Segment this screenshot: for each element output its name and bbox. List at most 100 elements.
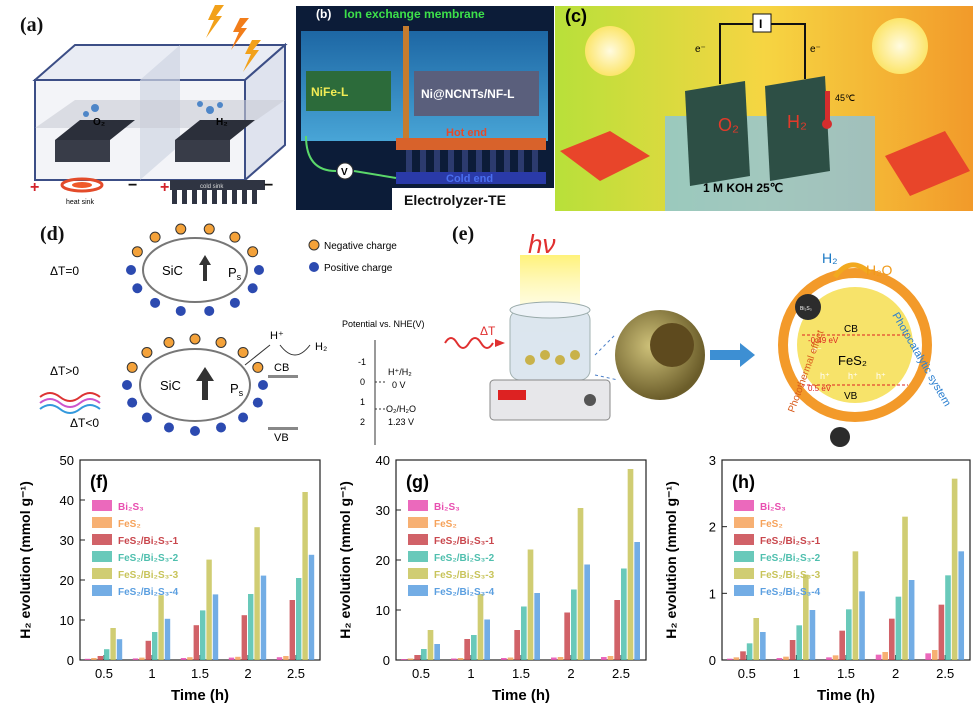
y-tick-label: 0	[383, 653, 390, 668]
y-tick-label: 0	[67, 653, 74, 668]
bar	[302, 492, 308, 660]
pyroelectric-diagram: ΔT=0 SiC Ps Negative charge Positive cha…	[39, 223, 425, 445]
lightning-icon	[206, 5, 261, 72]
bar	[180, 658, 187, 660]
bar	[464, 639, 470, 660]
bar	[783, 656, 789, 660]
delta-t-arrow-label: ΔT	[480, 324, 496, 338]
legend-swatch	[408, 534, 428, 545]
positive-charge	[254, 265, 264, 275]
hole-e: h⁺	[820, 371, 830, 381]
bar	[760, 632, 766, 660]
bar	[875, 654, 882, 660]
voltmeter-label: V	[341, 167, 348, 178]
cold-end-label: Cold end	[446, 173, 493, 185]
bar	[945, 575, 951, 660]
bar	[584, 564, 590, 660]
x-tick-label: 2	[892, 666, 899, 681]
y-axis-label: H₂ evolution (mmol g⁻¹)	[663, 481, 679, 639]
positive-charge-legend: Positive charge	[324, 263, 393, 274]
y-tick-label: 30	[376, 503, 390, 518]
bar	[289, 600, 295, 660]
bar	[521, 606, 527, 660]
bar	[951, 478, 958, 660]
h2-evolution-chart-g: 0 10 20 30 40 0.5 1 1.5 2 2.5 Time (h) H₂ evolution…	[337, 453, 647, 704]
panel-label-d: (d)	[40, 223, 65, 245]
bar	[931, 650, 938, 660]
plus-sign-2: +	[160, 179, 169, 196]
bar	[634, 542, 640, 660]
x-axis-label: Time (h)	[171, 687, 229, 704]
positive-charge	[238, 412, 249, 423]
electron-label: e⁻	[695, 44, 706, 55]
y-tick-label: 2	[709, 520, 716, 535]
bar	[139, 657, 145, 660]
sic-label-2: SiC	[160, 378, 181, 393]
bar	[859, 591, 865, 660]
positive-charge	[126, 265, 136, 275]
electrolyzer-illustration: V (b) Ion exchange membrane NiFe-L Ni@NC…	[296, 6, 554, 210]
electron-e: e⁻	[812, 345, 822, 355]
x-tick-label: 0.5	[95, 666, 113, 681]
negative-charge	[126, 361, 138, 373]
legend-swatch	[734, 500, 754, 511]
panel-d: (d) ΔT=0 SiC Ps Negative charge Positive…	[0, 215, 440, 450]
legend-swatch	[92, 568, 112, 579]
legend-swatch	[734, 551, 754, 562]
legend-swatch	[734, 534, 754, 545]
bar	[789, 640, 796, 660]
y-tick-label: 10	[376, 603, 390, 618]
bar	[248, 594, 254, 660]
bar	[104, 649, 110, 660]
y-tick-label: 50	[60, 453, 74, 468]
negative-charge	[237, 346, 249, 358]
bar	[97, 656, 103, 660]
x-tick-label: 1	[793, 666, 800, 681]
bar	[902, 516, 908, 660]
chart-f: 0 10 20 30 40 50 0.5 1 1.5 2 2.5 Time (h) H₂ evoluti…	[0, 450, 330, 707]
thermal-cell-illustration: O₂ H₂ heat sink cold sink + − + −	[30, 5, 288, 206]
panel-label-e: (e)	[452, 223, 475, 245]
legend-label: FeS₂/Bi₂S₃-4	[118, 587, 179, 598]
ni-ncnt-label: Ni@NCNTs/NF-L	[421, 87, 514, 101]
membrane-label: Ion exchange membrane	[344, 7, 485, 21]
legend-label: FeS₂/Bi₂S₃-3	[760, 570, 821, 581]
y-tick-label: 3	[709, 453, 716, 468]
bar	[846, 609, 852, 660]
panel-label-b: (b)	[316, 7, 331, 21]
bar	[564, 612, 570, 660]
negative-charge	[163, 337, 175, 349]
legend-label: FeS₂/Bi₂S₃-4	[760, 587, 821, 598]
legend-label: FeS₂/Bi₂S₃-2	[118, 553, 179, 564]
bar	[753, 618, 760, 660]
hole-e-2: h⁺	[848, 371, 858, 381]
bar	[254, 527, 260, 660]
legend-label: FeS₂/Bi₂S₃-1	[118, 536, 179, 547]
bar	[212, 594, 219, 660]
cb-label-d: CB	[274, 362, 289, 374]
bar	[200, 610, 206, 660]
cold-sink-label: cold sink	[200, 184, 224, 190]
positive-charge	[141, 412, 152, 423]
delta-t-positive: ΔT>0	[50, 364, 79, 378]
legend-label: FeS₂	[760, 519, 783, 530]
bar	[839, 630, 845, 660]
legend-label: FeS₂	[118, 519, 141, 530]
bar	[434, 644, 440, 660]
positive-charge	[150, 297, 161, 308]
h2-electrode	[175, 120, 255, 162]
bar	[895, 596, 902, 660]
negative-charge	[252, 361, 264, 373]
legend-swatch	[734, 517, 754, 528]
bar	[206, 559, 212, 660]
legend-label: FeS₂/Bi₂S₃-1	[760, 536, 821, 547]
y-axis-label: H₂ evolution (mmol g⁻¹)	[17, 481, 33, 639]
positive-charge	[122, 380, 132, 390]
bar	[507, 657, 514, 660]
negative-charge	[203, 223, 215, 235]
bar	[296, 578, 302, 660]
ps-label: Ps	[228, 265, 242, 282]
legend-label: Bi₂S₃	[760, 502, 786, 513]
h2-label-c: H₂	[787, 112, 807, 132]
temperature-label: 45℃	[835, 93, 855, 103]
